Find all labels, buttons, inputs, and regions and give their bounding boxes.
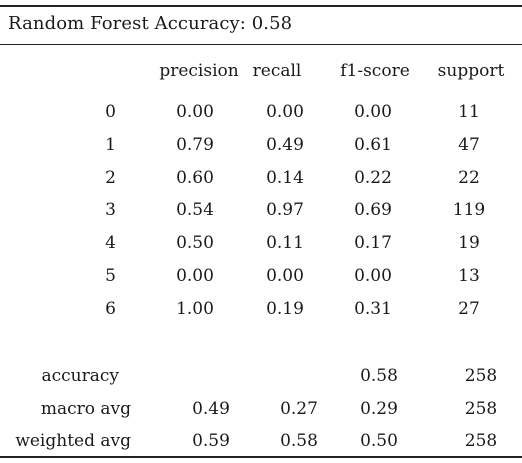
class-row-5-support: 13 xyxy=(458,266,480,286)
class-row-0-recall: 0.00 xyxy=(266,102,304,122)
class-row-6-support: 27 xyxy=(458,299,480,319)
class-row-0-support: 11 xyxy=(458,102,480,122)
table-title: Random Forest Accuracy: 0.58 xyxy=(8,13,293,34)
class-row-6-label: 6 xyxy=(105,299,116,319)
class-row-4-f1-score: 0.17 xyxy=(354,233,392,253)
class-row-1-label: 1 xyxy=(105,135,116,155)
class-row-4-support: 19 xyxy=(458,233,480,253)
column-header-precision: precision xyxy=(159,61,239,81)
summary-row-macro-avg-f1-score: 0.29 xyxy=(360,399,398,419)
summary-row-weighted-avg-precision: 0.59 xyxy=(192,431,230,451)
class-row-5-precision: 0.00 xyxy=(176,266,214,286)
summary-row-weighted-avg-f1-score: 0.50 xyxy=(360,431,398,451)
class-row-4-recall: 0.11 xyxy=(266,233,304,253)
class-row-5-label: 5 xyxy=(105,266,116,286)
summary-row-accuracy-f1-score: 0.58 xyxy=(360,366,398,386)
class-row-3-precision: 0.54 xyxy=(176,200,214,220)
class-row-4-precision: 0.50 xyxy=(176,233,214,253)
class-row-3-label: 3 xyxy=(105,200,116,220)
summary-row-macro-avg-recall: 0.27 xyxy=(280,399,318,419)
table-top-rule xyxy=(0,5,522,7)
class-row-5-recall: 0.00 xyxy=(266,266,304,286)
class-row-2-support: 22 xyxy=(458,168,480,188)
summary-row-weighted-avg-label: weighted avg xyxy=(15,431,131,451)
column-header-support: support xyxy=(437,61,505,81)
class-row-1-precision: 0.79 xyxy=(176,135,214,155)
summary-row-macro-avg-label: macro avg xyxy=(40,399,131,419)
class-row-2-label: 2 xyxy=(105,168,116,188)
class-row-1-f1-score: 0.61 xyxy=(354,135,392,155)
table-bottom-rule xyxy=(0,456,522,458)
summary-row-macro-avg-support: 258 xyxy=(464,399,498,419)
class-row-1-support: 47 xyxy=(458,135,480,155)
summary-row-macro-avg-precision: 0.49 xyxy=(192,399,230,419)
class-row-3-f1-score: 0.69 xyxy=(354,200,392,220)
class-row-2-precision: 0.60 xyxy=(176,168,214,188)
class-row-2-recall: 0.14 xyxy=(266,168,304,188)
class-row-3-support: 119 xyxy=(452,200,486,220)
class-row-0-f1-score: 0.00 xyxy=(354,102,392,122)
class-row-0-precision: 0.00 xyxy=(176,102,214,122)
summary-row-accuracy-label: accuracy xyxy=(41,366,119,386)
summary-row-weighted-avg-recall: 0.58 xyxy=(280,431,318,451)
summary-row-weighted-avg-support: 258 xyxy=(464,431,498,451)
column-header-recall: recall xyxy=(252,61,302,81)
summary-row-accuracy-support: 258 xyxy=(464,366,498,386)
class-row-6-f1-score: 0.31 xyxy=(354,299,392,319)
class-row-6-recall: 0.19 xyxy=(266,299,304,319)
class-row-6-precision: 1.00 xyxy=(176,299,214,319)
class-row-1-recall: 0.49 xyxy=(266,135,304,155)
class-row-0-label: 0 xyxy=(105,102,116,122)
class-row-2-f1-score: 0.22 xyxy=(354,168,392,188)
class-row-3-recall: 0.97 xyxy=(266,200,304,220)
column-header-f1-score: f1-score xyxy=(340,61,410,81)
table-header-rule xyxy=(0,44,522,45)
class-row-4-label: 4 xyxy=(105,233,116,253)
class-row-5-f1-score: 0.00 xyxy=(354,266,392,286)
